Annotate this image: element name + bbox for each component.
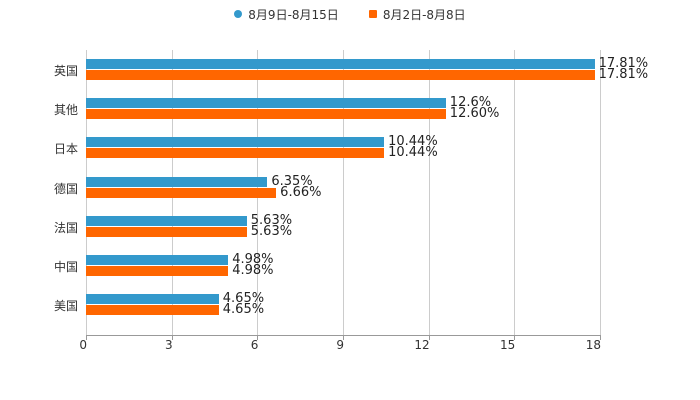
x-tick — [428, 335, 430, 340]
bar-series-1[interactable] — [86, 294, 219, 305]
bar-series-2[interactable] — [86, 70, 595, 80]
data-label: 17.81% — [598, 67, 649, 82]
x-tick-label: 0 — [79, 338, 87, 352]
bar-series-1[interactable] — [86, 255, 229, 265]
chart-legend: 8月9日-8月15日 8月2日-8月8日 — [0, 6, 700, 22]
bar-series-2[interactable] — [86, 266, 229, 276]
x-tick-label: 6 — [250, 338, 259, 352]
legend-square-icon — [368, 10, 377, 18]
category-label: 日本 — [53, 142, 78, 157]
bar-series-2[interactable] — [86, 148, 385, 159]
x-tick — [343, 335, 344, 340]
category-label: 英国 — [53, 64, 78, 78]
x-tick — [257, 335, 259, 340]
bar-series-1[interactable] — [86, 59, 595, 69]
category-label: 美国 — [53, 299, 78, 314]
data-label: 4.65% — [222, 291, 265, 307]
x-tick — [600, 335, 601, 340]
data-label: 12.60% — [449, 106, 500, 122]
category-label: 德国 — [53, 181, 78, 196]
x-tick-label: 15 — [500, 338, 516, 352]
gridline — [343, 50, 344, 335]
gridline — [514, 50, 516, 335]
legend-label: 8月9日-8月15日 — [248, 7, 339, 22]
category-label: 中国 — [53, 260, 78, 274]
x-tick — [514, 335, 516, 340]
data-label: 6.66% — [280, 184, 322, 200]
category-label: 法国 — [53, 220, 78, 235]
data-label: 5.63% — [250, 212, 293, 228]
gridline — [600, 50, 601, 335]
category-label: 其他 — [53, 103, 78, 118]
x-tick — [171, 335, 173, 340]
data-label: 4.98% — [232, 263, 274, 278]
data-label: 5.63% — [250, 223, 293, 239]
bar-series-2[interactable] — [86, 109, 446, 120]
bar-series-2[interactable] — [86, 226, 247, 237]
x-tick-label: 9 — [336, 338, 344, 352]
legend-item-series-1[interactable]: 8月9日-8月15日 — [234, 6, 339, 22]
x-axis-line — [86, 335, 601, 336]
x-tick — [86, 335, 87, 340]
data-label: 6.35% — [271, 173, 313, 189]
legend-label: 8月2日-8月8日 — [382, 7, 466, 22]
data-label: 4.98% — [232, 252, 274, 267]
data-label: 10.44% — [388, 134, 438, 150]
bar-series-1[interactable] — [86, 98, 446, 109]
bar-series-2[interactable] — [86, 187, 277, 198]
gridline — [428, 50, 430, 335]
x-tick-label: 3 — [165, 338, 173, 352]
bar-series-1[interactable] — [86, 215, 247, 226]
data-label: 12.6% — [449, 95, 492, 111]
bar-series-2[interactable] — [86, 305, 219, 316]
data-label: 4.65% — [222, 302, 265, 318]
bar-series-1[interactable] — [86, 137, 385, 148]
x-tick-label: 18 — [585, 338, 601, 352]
x-tick-label: 12 — [414, 338, 430, 352]
legend-circle-icon — [234, 10, 243, 18]
bar-series-1[interactable] — [86, 176, 268, 187]
data-label: 10.44% — [388, 145, 438, 161]
data-label: 17.81% — [598, 56, 649, 71]
legend-item-series-2[interactable]: 8月2日-8月8日 — [368, 6, 466, 22]
